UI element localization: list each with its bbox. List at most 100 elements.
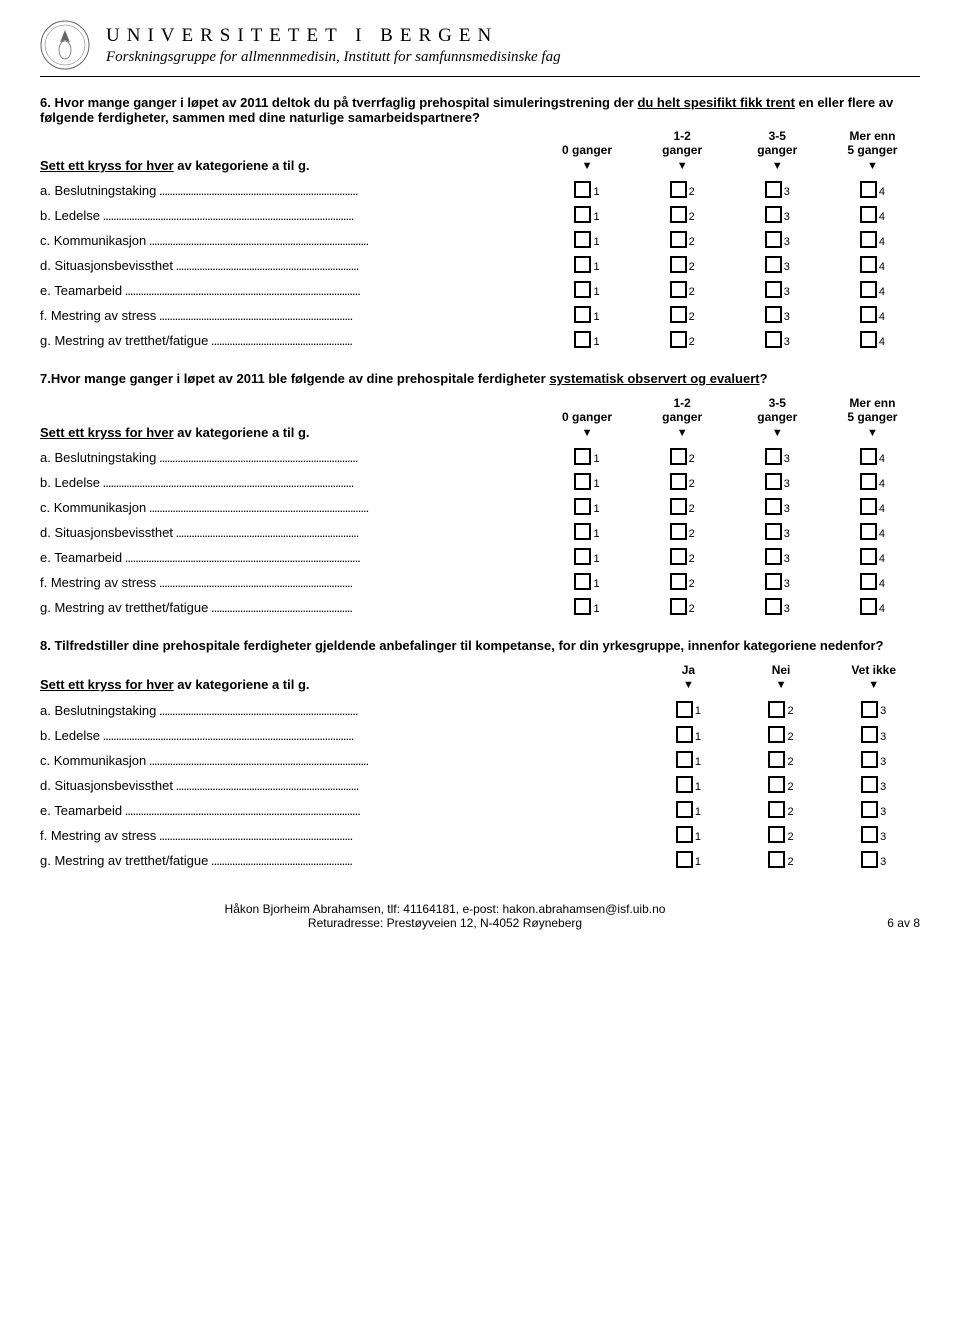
checkbox-cell[interactable]: 1 [539,444,634,469]
checkbox-icon[interactable] [765,306,782,323]
checkbox-icon[interactable] [860,281,877,298]
checkbox-icon[interactable] [574,473,591,490]
checkbox-icon[interactable] [676,751,693,768]
checkbox-cell[interactable]: 2 [735,847,828,872]
checkbox-icon[interactable] [574,331,591,348]
checkbox-icon[interactable] [765,448,782,465]
checkbox-icon[interactable] [765,598,782,615]
checkbox-icon[interactable] [765,281,782,298]
checkbox-icon[interactable] [860,306,877,323]
checkbox-icon[interactable] [574,573,591,590]
checkbox-cell[interactable]: 3 [730,177,825,202]
checkbox-icon[interactable] [574,523,591,540]
checkbox-cell[interactable]: 2 [735,772,828,797]
checkbox-icon[interactable] [765,473,782,490]
checkbox-icon[interactable] [670,331,687,348]
checkbox-cell[interactable]: 2 [735,822,828,847]
checkbox-cell[interactable]: 2 [635,177,730,202]
checkbox-cell[interactable]: 3 [730,469,825,494]
checkbox-cell[interactable]: 3 [827,722,920,747]
checkbox-cell[interactable]: 1 [539,202,634,227]
checkbox-cell[interactable]: 1 [539,544,634,569]
checkbox-icon[interactable] [574,181,591,198]
checkbox-icon[interactable] [574,598,591,615]
checkbox-cell[interactable]: 4 [825,302,920,327]
checkbox-cell[interactable]: 1 [539,327,634,352]
checkbox-cell[interactable]: 1 [539,227,634,252]
checkbox-cell[interactable]: 2 [635,444,730,469]
checkbox-cell[interactable]: 2 [635,519,730,544]
checkbox-icon[interactable] [670,473,687,490]
checkbox-icon[interactable] [765,573,782,590]
checkbox-icon[interactable] [765,523,782,540]
checkbox-icon[interactable] [574,548,591,565]
checkbox-cell[interactable]: 3 [827,772,920,797]
checkbox-icon[interactable] [860,598,877,615]
checkbox-icon[interactable] [860,498,877,515]
checkbox-cell[interactable]: 3 [827,822,920,847]
checkbox-icon[interactable] [670,448,687,465]
checkbox-cell[interactable]: 4 [825,569,920,594]
checkbox-icon[interactable] [860,523,877,540]
checkbox-icon[interactable] [676,826,693,843]
checkbox-icon[interactable] [676,701,693,718]
checkbox-cell[interactable]: 3 [827,696,920,721]
checkbox-cell[interactable]: 3 [730,202,825,227]
checkbox-icon[interactable] [861,776,878,793]
checkbox-cell[interactable]: 1 [539,277,634,302]
checkbox-cell[interactable]: 3 [730,494,825,519]
checkbox-icon[interactable] [861,851,878,868]
checkbox-cell[interactable]: 1 [642,797,735,822]
checkbox-icon[interactable] [574,231,591,248]
checkbox-cell[interactable]: 1 [539,302,634,327]
checkbox-icon[interactable] [860,548,877,565]
checkbox-icon[interactable] [765,231,782,248]
checkbox-icon[interactable] [676,851,693,868]
checkbox-cell[interactable]: 1 [539,569,634,594]
checkbox-cell[interactable]: 4 [825,494,920,519]
checkbox-cell[interactable]: 3 [827,747,920,772]
checkbox-cell[interactable]: 3 [730,227,825,252]
checkbox-icon[interactable] [670,306,687,323]
checkbox-icon[interactable] [860,573,877,590]
checkbox-icon[interactable] [861,701,878,718]
checkbox-icon[interactable] [768,801,785,818]
checkbox-icon[interactable] [860,473,877,490]
checkbox-cell[interactable]: 4 [825,444,920,469]
checkbox-cell[interactable]: 2 [635,252,730,277]
checkbox-cell[interactable]: 1 [539,494,634,519]
checkbox-cell[interactable]: 2 [635,202,730,227]
checkbox-icon[interactable] [860,181,877,198]
checkbox-icon[interactable] [676,801,693,818]
checkbox-cell[interactable]: 3 [730,277,825,302]
checkbox-cell[interactable]: 3 [730,252,825,277]
checkbox-icon[interactable] [670,523,687,540]
checkbox-icon[interactable] [676,776,693,793]
checkbox-cell[interactable]: 2 [635,469,730,494]
checkbox-cell[interactable]: 2 [635,227,730,252]
checkbox-icon[interactable] [861,826,878,843]
checkbox-cell[interactable]: 1 [642,722,735,747]
checkbox-cell[interactable]: 4 [825,252,920,277]
checkbox-cell[interactable]: 3 [827,847,920,872]
checkbox-cell[interactable]: 3 [730,594,825,619]
checkbox-icon[interactable] [861,726,878,743]
checkbox-icon[interactable] [670,598,687,615]
checkbox-icon[interactable] [765,331,782,348]
checkbox-cell[interactable]: 1 [642,847,735,872]
checkbox-cell[interactable]: 2 [635,277,730,302]
checkbox-icon[interactable] [860,231,877,248]
checkbox-icon[interactable] [861,751,878,768]
checkbox-icon[interactable] [768,701,785,718]
checkbox-cell[interactable]: 2 [635,569,730,594]
checkbox-cell[interactable]: 1 [539,594,634,619]
checkbox-cell[interactable]: 1 [642,772,735,797]
checkbox-icon[interactable] [574,306,591,323]
checkbox-cell[interactable]: 2 [635,594,730,619]
checkbox-icon[interactable] [765,206,782,223]
checkbox-cell[interactable]: 2 [635,544,730,569]
checkbox-cell[interactable]: 3 [730,569,825,594]
checkbox-cell[interactable]: 2 [635,327,730,352]
checkbox-cell[interactable]: 2 [635,302,730,327]
checkbox-cell[interactable]: 4 [825,327,920,352]
